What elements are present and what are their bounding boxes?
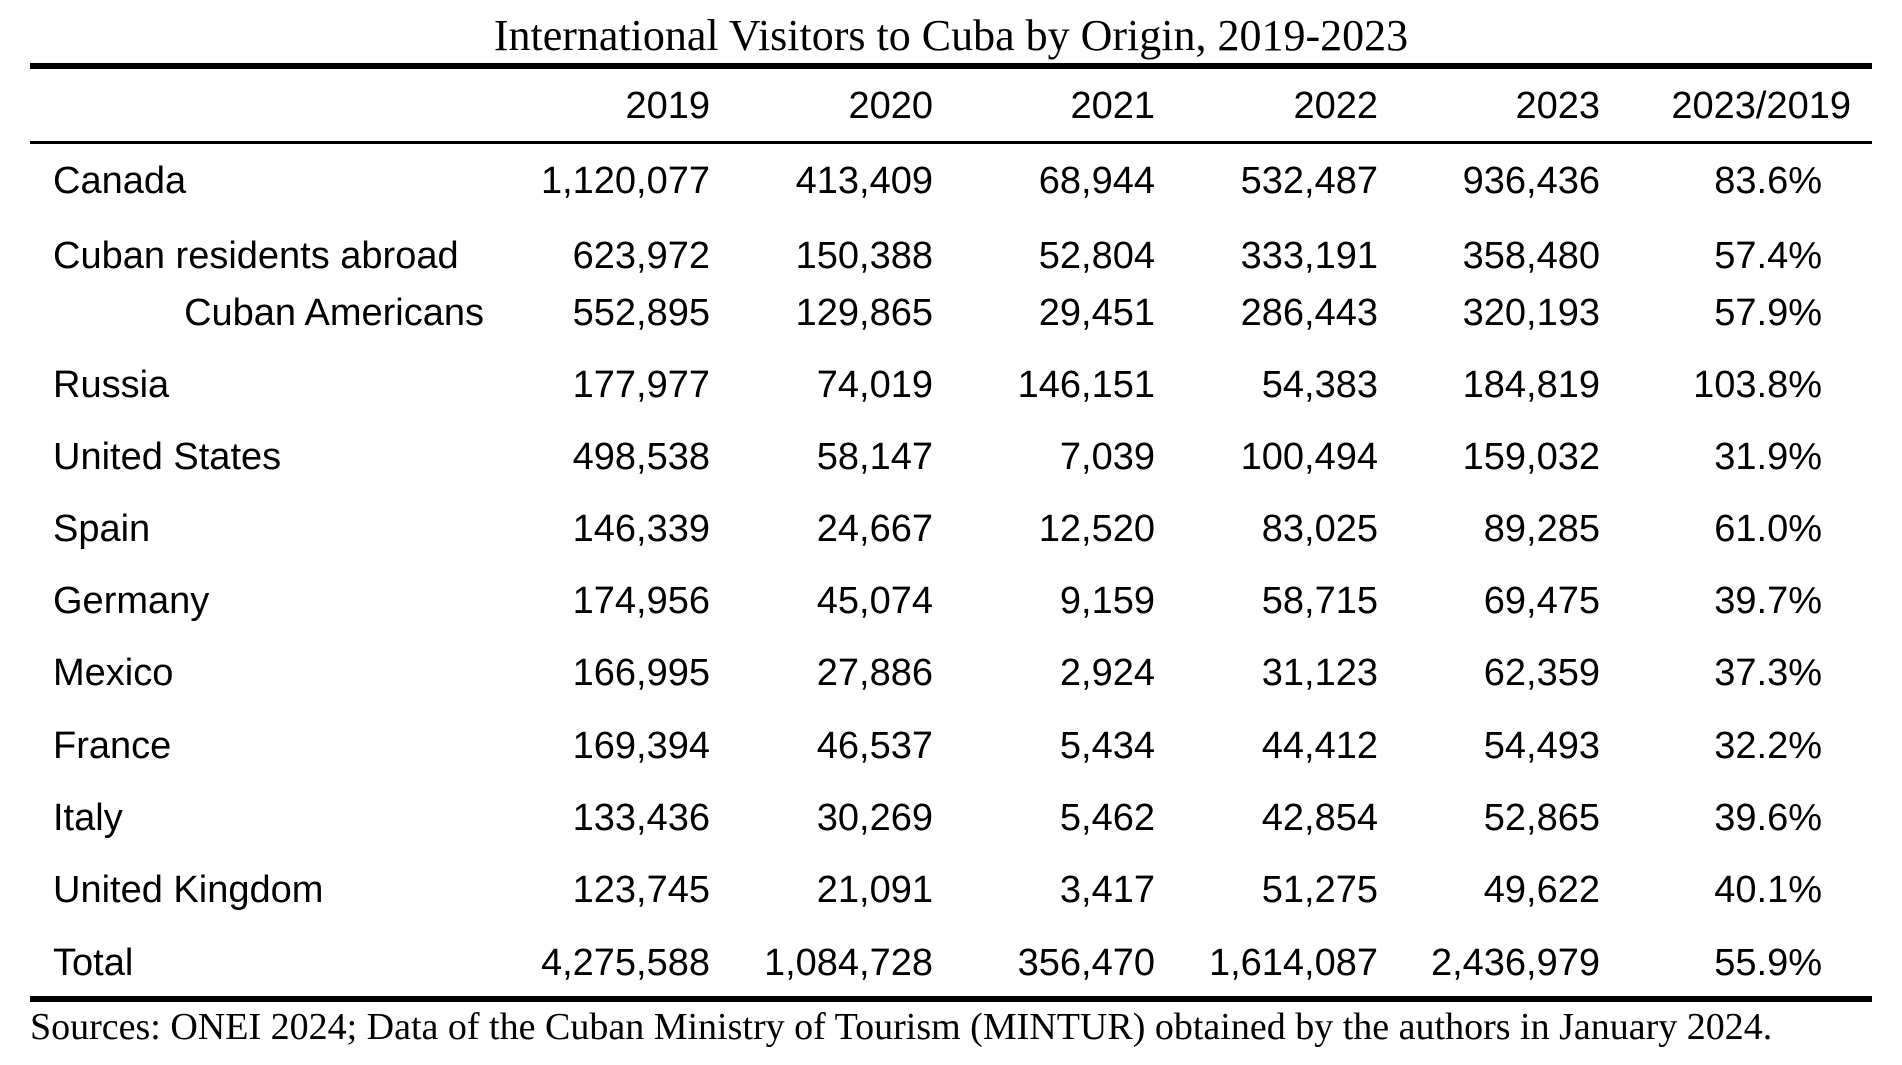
value-cell: 1,084,728 [763, 942, 933, 984]
row-label: Russia [53, 364, 170, 406]
value-cell: 498,538 [572, 436, 710, 478]
value-cell: 4,275,588 [540, 942, 710, 984]
header-rule [30, 141, 1872, 144]
value-cell: 7,039 [1059, 436, 1155, 478]
table-title: International Visitors to Cuba by Origin… [493, 11, 1409, 60]
ratio-cell: 39.7% [1714, 580, 1822, 622]
column-header: 2022 [1293, 85, 1378, 127]
ratio-cell: 57.4% [1714, 235, 1822, 277]
row-label: United Kingdom [53, 869, 324, 911]
ratio-cell: 55.9% [1714, 942, 1822, 984]
value-cell: 52,804 [1038, 235, 1155, 277]
value-cell: 146,339 [572, 508, 710, 550]
row-label: Italy [53, 797, 123, 839]
ratio-cell: 57.9% [1714, 292, 1822, 334]
value-cell: 2,436,979 [1430, 942, 1600, 984]
value-cell: 74,019 [816, 364, 933, 406]
value-cell: 123,745 [572, 869, 710, 911]
value-cell: 169,394 [572, 725, 710, 767]
value-cell: 58,715 [1261, 580, 1378, 622]
column-header: 2021 [1070, 85, 1155, 127]
value-cell: 44,412 [1261, 725, 1378, 767]
row-label: Germany [53, 580, 210, 622]
value-cell: 174,956 [572, 580, 710, 622]
row-label: Cuban residents abroad [53, 235, 459, 277]
ratio-cell: 103.8% [1693, 364, 1822, 406]
value-cell: 1,614,087 [1208, 942, 1378, 984]
value-cell: 83,025 [1261, 508, 1378, 550]
value-cell: 62,359 [1483, 652, 1600, 694]
value-cell: 413,409 [795, 160, 933, 202]
value-cell: 129,865 [795, 292, 933, 334]
value-cell: 52,865 [1483, 797, 1600, 839]
value-cell: 5,462 [1059, 797, 1155, 839]
value-cell: 30,269 [816, 797, 933, 839]
value-cell: 31,123 [1261, 652, 1378, 694]
value-cell: 552,895 [572, 292, 710, 334]
column-header: 2023 [1515, 85, 1600, 127]
value-cell: 3,417 [1059, 869, 1155, 911]
row-label: Cuban Americans [184, 292, 484, 334]
value-cell: 89,285 [1483, 508, 1600, 550]
value-cell: 159,032 [1462, 436, 1600, 478]
ratio-cell: 61.0% [1714, 508, 1822, 550]
value-cell: 58,147 [816, 436, 933, 478]
ratio-cell: 40.1% [1714, 869, 1822, 911]
value-cell: 12,520 [1038, 508, 1155, 550]
ratio-cell: 39.6% [1714, 797, 1822, 839]
column-header: 2020 [848, 85, 933, 127]
ratio-cell: 32.2% [1714, 725, 1822, 767]
value-cell: 100,494 [1240, 436, 1378, 478]
value-cell: 286,443 [1240, 292, 1378, 334]
value-cell: 146,151 [1017, 364, 1155, 406]
value-cell: 166,995 [572, 652, 710, 694]
value-cell: 5,434 [1059, 725, 1155, 767]
ratio-cell: 31.9% [1714, 436, 1822, 478]
value-cell: 54,493 [1483, 725, 1600, 767]
value-cell: 51,275 [1261, 869, 1378, 911]
value-cell: 54,383 [1261, 364, 1378, 406]
column-header: 2019 [625, 85, 710, 127]
value-cell: 29,451 [1038, 292, 1155, 334]
value-cell: 21,091 [816, 869, 933, 911]
value-cell: 356,470 [1017, 942, 1155, 984]
row-label: Spain [53, 508, 151, 550]
row-label: Canada [53, 160, 187, 202]
value-cell: 1,120,077 [540, 160, 710, 202]
row-label: Mexico [53, 652, 174, 694]
value-cell: 69,475 [1483, 580, 1600, 622]
value-cell: 49,622 [1483, 869, 1600, 911]
value-cell: 2,924 [1059, 652, 1155, 694]
bottom-rule [30, 996, 1872, 1002]
value-cell: 68,944 [1038, 160, 1155, 202]
value-cell: 936,436 [1462, 160, 1600, 202]
value-cell: 623,972 [572, 235, 710, 277]
value-cell: 333,191 [1240, 235, 1378, 277]
value-cell: 184,819 [1462, 364, 1600, 406]
row-label: United States [53, 436, 282, 478]
value-cell: 24,667 [816, 508, 933, 550]
row-label: Total [53, 942, 134, 984]
ratio-cell: 83.6% [1714, 160, 1822, 202]
value-cell: 133,436 [572, 797, 710, 839]
value-cell: 46,537 [816, 725, 933, 767]
row-label: France [53, 725, 172, 767]
value-cell: 177,977 [572, 364, 710, 406]
column-header: 2023/2019 [1671, 85, 1851, 127]
ratio-cell: 37.3% [1714, 652, 1822, 694]
source-note: Sources: ONEI 2024; Data of the Cuban Mi… [30, 1006, 1773, 1048]
value-cell: 358,480 [1462, 235, 1600, 277]
value-cell: 27,886 [816, 652, 933, 694]
value-cell: 320,193 [1462, 292, 1600, 334]
value-cell: 9,159 [1059, 580, 1155, 622]
top-rule [30, 63, 1872, 69]
value-cell: 42,854 [1261, 797, 1378, 839]
value-cell: 45,074 [816, 580, 933, 622]
value-cell: 150,388 [795, 235, 933, 277]
value-cell: 532,487 [1240, 160, 1378, 202]
